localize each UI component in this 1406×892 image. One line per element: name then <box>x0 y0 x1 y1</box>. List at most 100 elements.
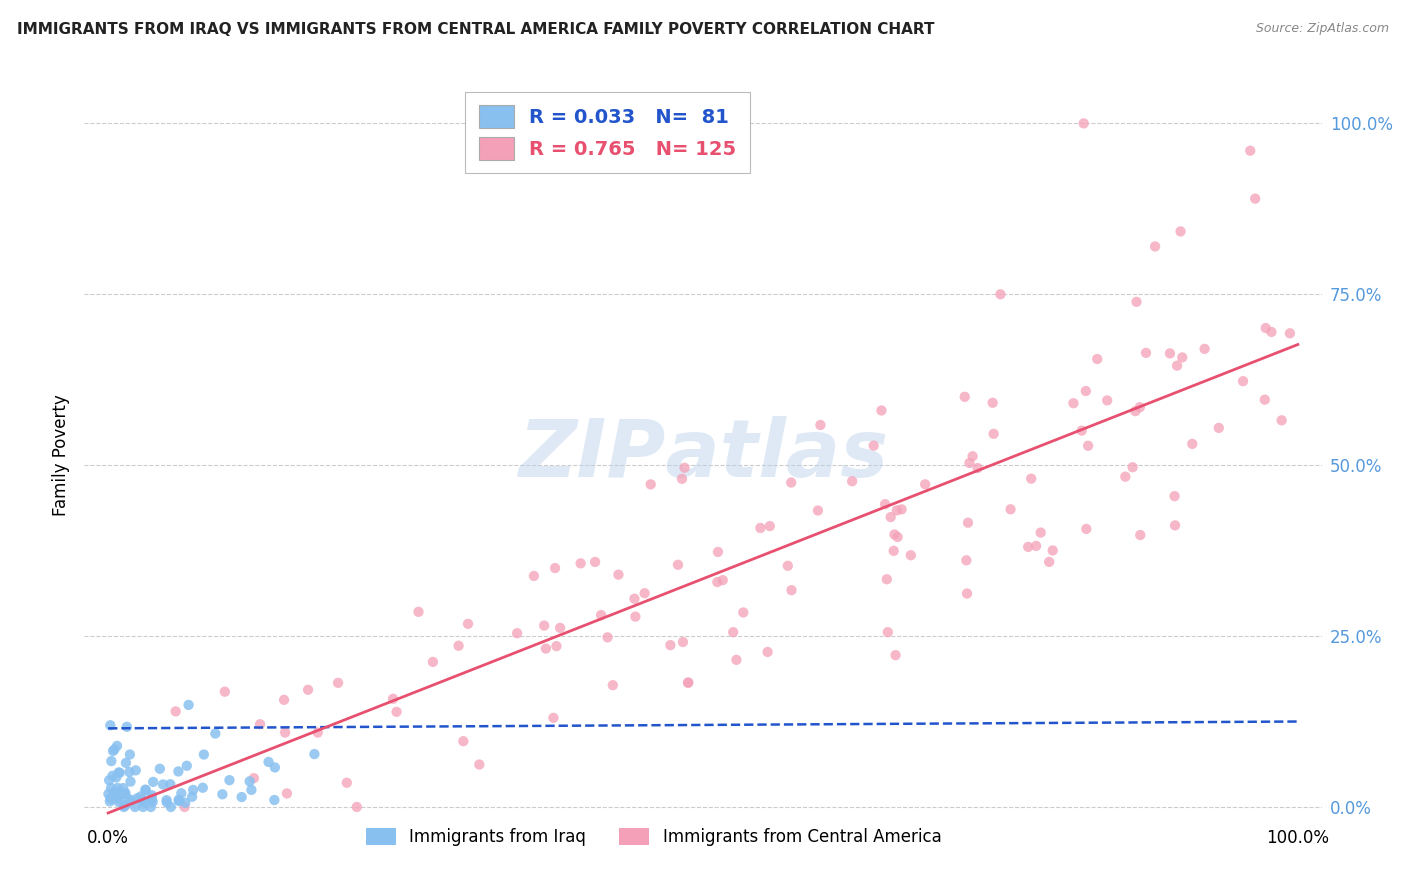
Point <box>176 758 198 772</box>
Point <box>886 530 908 544</box>
Point <box>135 783 157 797</box>
Point <box>105 771 128 785</box>
Point <box>447 639 470 653</box>
Point <box>104 789 127 803</box>
Point <box>1029 525 1052 540</box>
Y-axis label: Family Poverty: Family Poverty <box>52 394 70 516</box>
Point <box>1271 413 1294 427</box>
Point <box>121 794 143 808</box>
Point <box>607 567 630 582</box>
Point <box>506 626 529 640</box>
Point <box>115 720 138 734</box>
Point <box>879 510 901 524</box>
Point <box>883 544 905 558</box>
Point <box>127 791 149 805</box>
Point <box>956 586 979 600</box>
Point <box>211 787 233 801</box>
Point <box>159 800 181 814</box>
Point <box>1125 404 1147 418</box>
Point <box>326 676 349 690</box>
Point <box>149 762 172 776</box>
Point <box>1062 396 1084 410</box>
Point <box>408 605 430 619</box>
Point <box>659 638 682 652</box>
Point <box>1278 326 1301 341</box>
Point <box>990 287 1012 301</box>
Point <box>174 796 197 810</box>
Point <box>118 765 141 780</box>
Point <box>808 417 831 432</box>
Point <box>124 800 146 814</box>
Point <box>1042 543 1064 558</box>
Point <box>105 739 128 753</box>
Point <box>900 548 922 562</box>
Point <box>583 555 606 569</box>
Point <box>733 606 755 620</box>
Point <box>453 734 475 748</box>
Point <box>725 653 748 667</box>
Point <box>956 516 979 530</box>
Point <box>1076 522 1098 536</box>
Point <box>1025 539 1047 553</box>
Point <box>142 795 165 809</box>
Point <box>239 774 262 789</box>
Point <box>721 625 744 640</box>
Point <box>983 426 1005 441</box>
Point <box>1232 374 1254 388</box>
Point <box>548 621 571 635</box>
Point <box>1114 469 1136 483</box>
Point <box>890 502 912 516</box>
Point <box>214 684 236 698</box>
Point <box>129 789 152 804</box>
Point <box>533 618 555 632</box>
Point <box>181 789 204 804</box>
Point <box>346 800 368 814</box>
Point <box>134 782 156 797</box>
Point <box>125 764 148 778</box>
Point <box>886 503 908 517</box>
Point <box>640 477 662 491</box>
Point <box>97 787 120 801</box>
Point <box>141 793 163 807</box>
Text: Source: ZipAtlas.com: Source: ZipAtlas.com <box>1256 22 1389 36</box>
Point <box>103 785 125 799</box>
Point <box>141 791 163 805</box>
Point <box>107 765 129 780</box>
Point <box>304 747 326 761</box>
Point <box>1170 224 1192 238</box>
Point <box>132 800 155 814</box>
Point <box>114 786 136 800</box>
Point <box>1244 192 1267 206</box>
Point <box>177 698 200 712</box>
Point <box>914 477 936 491</box>
Point <box>98 718 121 732</box>
Point <box>1129 528 1152 542</box>
Point <box>1159 346 1181 360</box>
Point <box>870 403 893 417</box>
Point <box>108 765 131 780</box>
Point <box>422 655 444 669</box>
Point <box>1164 518 1187 533</box>
Point <box>883 527 905 541</box>
Point <box>1260 325 1282 339</box>
Point <box>457 616 479 631</box>
Point <box>780 583 803 598</box>
Point <box>759 519 782 533</box>
Point <box>257 755 280 769</box>
Point <box>676 675 699 690</box>
Point <box>749 521 772 535</box>
Legend: Immigrants from Iraq, Immigrants from Central America: Immigrants from Iraq, Immigrants from Ce… <box>359 821 948 853</box>
Point <box>1122 460 1144 475</box>
Point <box>1074 384 1097 398</box>
Point <box>167 764 190 779</box>
Point <box>1038 555 1060 569</box>
Point <box>841 474 863 488</box>
Point <box>1019 472 1042 486</box>
Point <box>776 558 799 573</box>
Point <box>273 693 295 707</box>
Point <box>191 780 214 795</box>
Point <box>1181 437 1204 451</box>
Point <box>953 390 976 404</box>
Point <box>193 747 215 762</box>
Point <box>101 769 124 783</box>
